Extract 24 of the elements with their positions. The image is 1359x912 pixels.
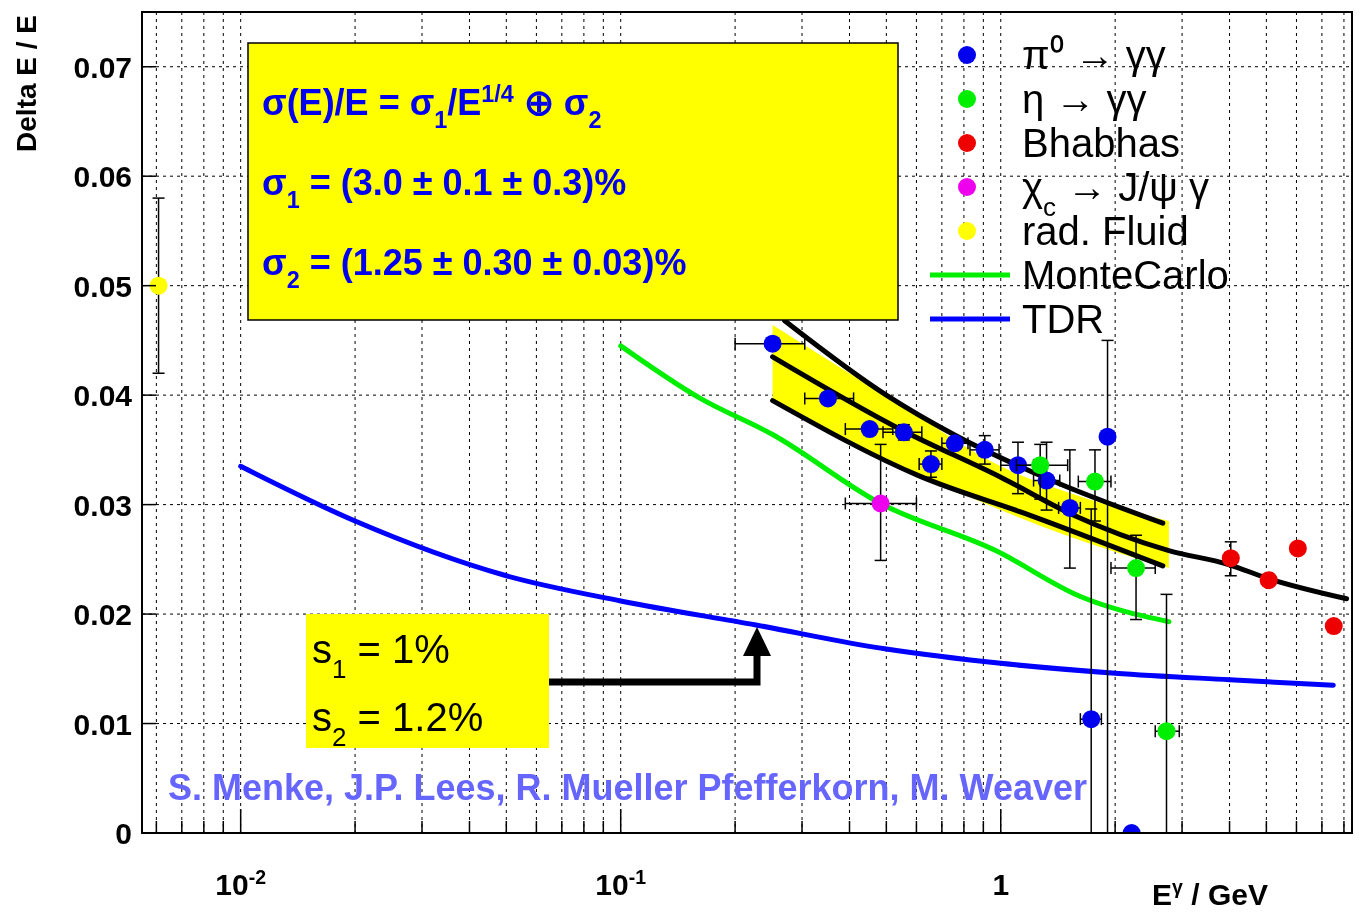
y-tick-label: 0.06 xyxy=(73,160,132,194)
y-tick-label: 0.04 xyxy=(73,379,133,413)
y-axis-title: Delta E / E xyxy=(11,15,42,152)
annotation: σ$_{1}$ = (3.0 ± 0.1 ± 0.3)% xyxy=(262,162,627,213)
legend-label: TDR xyxy=(1022,297,1105,341)
x-tick-label: 10$^{-1}$ xyxy=(595,866,647,901)
y-tick-label: 0.02 xyxy=(73,598,132,632)
y-tick-label: 0.05 xyxy=(73,269,132,303)
x-tick-label: 10$^{-2}$ xyxy=(215,866,267,901)
y-tick-label: 0.01 xyxy=(73,707,132,741)
y-tick-label: 0.03 xyxy=(73,488,132,522)
annotation: s$_{1}$ = 1% xyxy=(312,627,450,684)
legend-label: Bhabhas xyxy=(1022,121,1180,165)
annotation: σ$_{2}$ = (1.25 ± 0.30 ± 0.03)% xyxy=(262,242,687,293)
annotation: S. Menke, J.P. Lees, R. Mueller Pfefferkorn, M. Weaver xyxy=(168,767,1088,808)
legend-label: MonteCarlo xyxy=(1022,253,1229,297)
annotation: s$_{2}$ = 1.2% xyxy=(312,695,484,752)
y-tick-label: 0 xyxy=(115,817,132,850)
annotation: σ(E)/E = σ$_{1}$/E$^{1/4}$ ⊕ σ$_{2}$ xyxy=(262,81,602,133)
legend-label: η → γγ xyxy=(1022,77,1147,121)
y-tick-label: 0.07 xyxy=(73,50,132,84)
legend-label: π⁰ → γγ xyxy=(1022,33,1166,77)
x-axis-title: E$^{γ}$ / GeV xyxy=(1152,876,1268,911)
x-tick-label: 1 xyxy=(992,868,1010,901)
